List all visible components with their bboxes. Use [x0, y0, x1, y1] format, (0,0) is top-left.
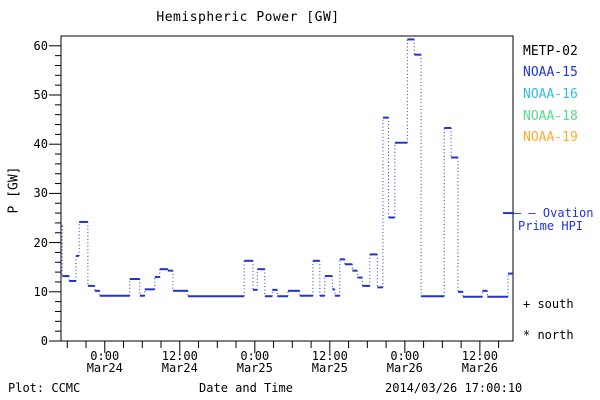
ovation-legend-line2: Prime HPI: [518, 219, 584, 233]
north-marker-key: * north: [523, 328, 574, 342]
legend-item-metp-02: METP-02: [523, 44, 578, 59]
chart-title: Hemispheric Power [GW]: [156, 10, 340, 25]
y-tick-label: 10: [33, 284, 48, 299]
y-tick-label: 30: [33, 186, 48, 201]
axes-box: [60, 35, 514, 342]
x-tick-label: 0:00 Mar24: [86, 349, 123, 375]
x-tick-label: 0:00 Mar26: [386, 349, 423, 375]
legend-item-noaa-18: NOAA-18: [523, 109, 578, 124]
legend-item-noaa-19: NOAA-19: [523, 130, 578, 145]
y-tick-label: 40: [33, 137, 48, 152]
legend-item-noaa-16: NOAA-16: [523, 87, 578, 102]
south-marker-key: + south: [523, 297, 574, 311]
x-tick-label: 0:00 Mar25: [236, 349, 273, 375]
x-axis-label: Date and Time: [199, 381, 293, 395]
y-tick-label: 60: [33, 38, 48, 53]
x-tick-label: 12:00 Mar24: [161, 349, 198, 375]
x-tick-label: 12:00 Mar26: [461, 349, 498, 375]
plot-credit: Plot: CCMC: [8, 381, 81, 395]
y-tick-label: 20: [33, 235, 48, 250]
y-tick-label: 50: [33, 88, 48, 102]
legend-item-noaa-15: NOAA-15: [523, 65, 578, 80]
x-tick-label: 12:00 Mar25: [311, 349, 348, 375]
timestamp: 2014/03/26 17:00:10: [385, 381, 523, 395]
ovation-legend-line1: — — Ovation: [514, 206, 594, 220]
ovation-hpi-legend: — — Ovation Prime HPI: [514, 207, 593, 233]
y-tick-label: 0: [40, 334, 48, 348]
